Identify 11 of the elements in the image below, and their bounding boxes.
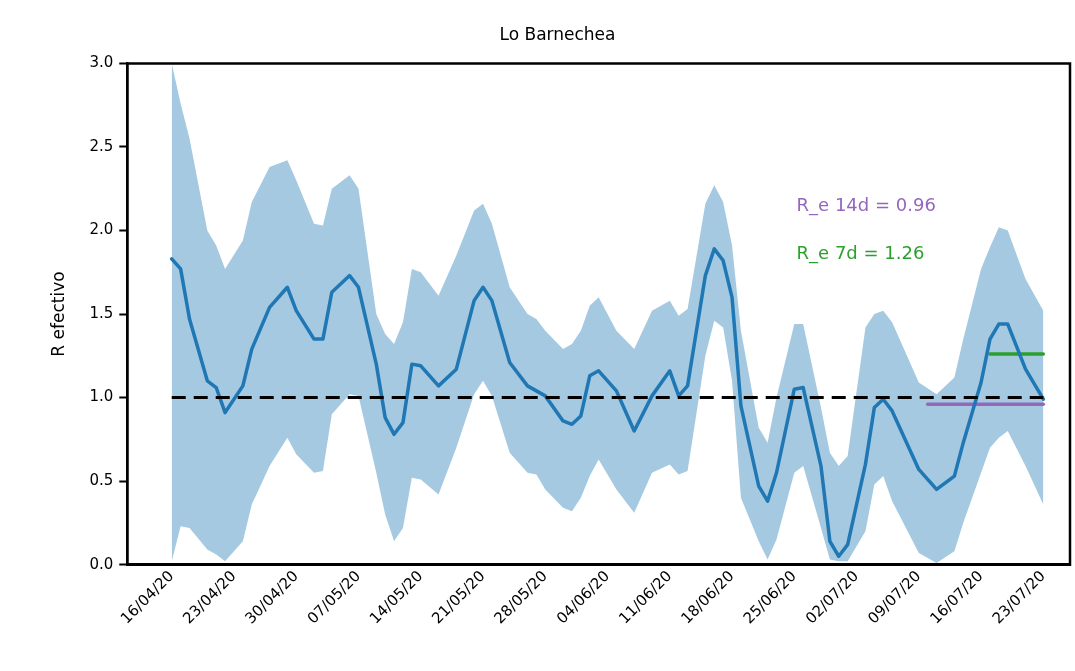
y-tick-label: 2.0 <box>89 220 114 239</box>
y-tick-label: 1.5 <box>89 303 114 322</box>
y-tick-label: 0.5 <box>89 470 114 489</box>
chart-title: Lo Barnechea <box>499 23 616 44</box>
y-tick-label: 2.5 <box>89 136 114 155</box>
y-tick-label: 0.0 <box>89 554 114 573</box>
text: R_e 7d = 1.26 <box>796 241 925 264</box>
text: R_e 14d = 0.96 <box>796 193 936 216</box>
y-tick-label: 1.0 <box>89 387 114 406</box>
y-tick-label: 3.0 <box>89 53 114 72</box>
y-axis-title: R efectivo <box>47 271 68 357</box>
